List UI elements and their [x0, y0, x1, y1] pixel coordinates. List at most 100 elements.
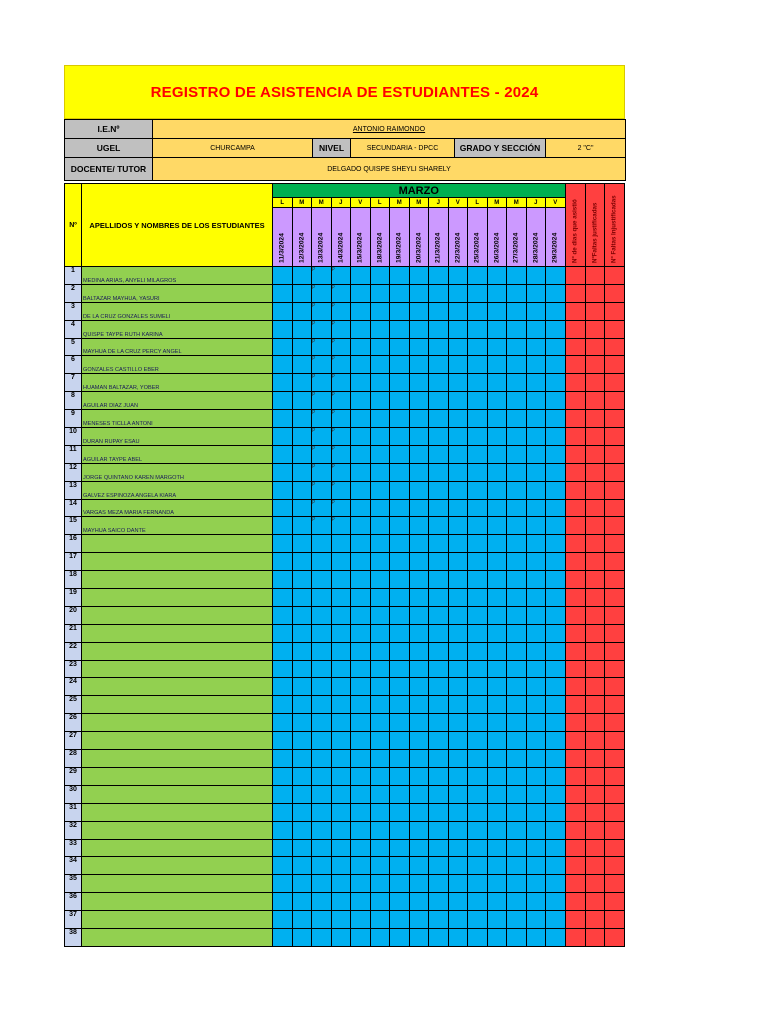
attendance-cell[interactable]	[506, 480, 527, 500]
attendance-cell[interactable]	[389, 319, 410, 339]
attendance-cell[interactable]	[291, 516, 312, 536]
attendance-cell[interactable]	[486, 892, 507, 912]
attendance-cell[interactable]	[369, 355, 390, 375]
attendance-cell[interactable]	[545, 552, 566, 572]
attendance-cell[interactable]	[330, 749, 351, 768]
attendance-cell[interactable]	[291, 337, 312, 357]
summary-cell[interactable]	[584, 784, 605, 804]
attendance-cell[interactable]	[506, 301, 527, 321]
summary-cell[interactable]	[603, 695, 625, 715]
summary-cell[interactable]	[603, 319, 625, 339]
attendance-cell[interactable]	[467, 802, 488, 822]
attendance-cell[interactable]	[311, 641, 332, 661]
attendance-cell[interactable]	[467, 480, 488, 500]
attendance-cell[interactable]	[545, 534, 566, 554]
attendance-cell[interactable]	[486, 373, 507, 393]
attendance-cell[interactable]	[291, 319, 312, 339]
summary-cell[interactable]	[564, 498, 586, 518]
attendance-cell[interactable]	[311, 588, 332, 607]
attendance-cell[interactable]: P	[311, 283, 332, 303]
attendance-cell[interactable]	[330, 677, 351, 697]
attendance-cell[interactable]: P	[311, 391, 332, 411]
attendance-cell[interactable]	[467, 534, 488, 554]
attendance-cell[interactable]	[486, 444, 507, 464]
summary-cell[interactable]	[603, 802, 625, 822]
attendance-cell[interactable]	[447, 427, 468, 446]
attendance-cell[interactable]	[447, 820, 468, 840]
attendance-cell[interactable]	[447, 552, 468, 572]
attendance-cell[interactable]	[291, 301, 312, 321]
attendance-cell[interactable]	[486, 570, 507, 590]
student-name[interactable]	[81, 623, 273, 643]
attendance-cell[interactable]	[545, 570, 566, 590]
attendance-cell[interactable]	[428, 552, 449, 572]
attendance-cell[interactable]: P	[330, 516, 351, 536]
attendance-cell[interactable]	[428, 713, 449, 733]
attendance-cell[interactable]	[486, 731, 507, 751]
attendance-cell[interactable]	[272, 713, 293, 733]
attendance-cell[interactable]	[545, 695, 566, 715]
attendance-cell[interactable]	[428, 749, 449, 768]
attendance-cell[interactable]	[408, 784, 429, 804]
attendance-cell[interactable]	[447, 802, 468, 822]
attendance-cell[interactable]	[408, 409, 429, 429]
attendance-cell[interactable]	[447, 838, 468, 858]
attendance-cell[interactable]	[408, 283, 429, 303]
attendance-cell[interactable]	[291, 266, 312, 285]
attendance-cell[interactable]	[486, 480, 507, 500]
attendance-cell[interactable]	[486, 355, 507, 375]
attendance-cell[interactable]	[272, 498, 293, 518]
attendance-cell[interactable]	[272, 659, 293, 679]
attendance-cell[interactable]	[408, 659, 429, 679]
attendance-cell[interactable]	[545, 266, 566, 285]
summary-cell[interactable]	[584, 605, 605, 625]
attendance-cell[interactable]	[389, 749, 410, 768]
attendance-cell[interactable]	[486, 498, 507, 518]
attendance-cell[interactable]	[291, 623, 312, 643]
attendance-cell[interactable]	[408, 480, 429, 500]
student-name[interactable]	[81, 749, 273, 768]
attendance-cell[interactable]	[272, 623, 293, 643]
summary-cell[interactable]	[564, 319, 586, 339]
attendance-cell[interactable]	[486, 391, 507, 411]
attendance-cell[interactable]	[545, 301, 566, 321]
attendance-cell[interactable]	[389, 516, 410, 536]
attendance-cell[interactable]	[447, 266, 468, 285]
attendance-cell[interactable]	[428, 927, 449, 947]
attendance-cell[interactable]	[311, 856, 332, 876]
attendance-cell[interactable]	[428, 534, 449, 554]
attendance-cell[interactable]	[408, 588, 429, 607]
attendance-cell[interactable]	[545, 641, 566, 661]
summary-cell[interactable]	[603, 552, 625, 572]
attendance-cell[interactable]	[428, 641, 449, 661]
attendance-cell[interactable]	[506, 749, 527, 768]
student-name[interactable]	[81, 838, 273, 858]
attendance-cell[interactable]	[447, 516, 468, 536]
attendance-cell[interactable]	[311, 784, 332, 804]
attendance-cell[interactable]	[467, 731, 488, 751]
attendance-cell[interactable]	[272, 409, 293, 429]
summary-cell[interactable]	[603, 462, 625, 482]
summary-cell[interactable]	[584, 659, 605, 679]
attendance-cell[interactable]	[389, 570, 410, 590]
attendance-cell[interactable]	[467, 462, 488, 482]
attendance-cell[interactable]	[525, 749, 546, 768]
attendance-cell[interactable]	[272, 874, 293, 894]
student-name[interactable]: AGUILAR TAYPE ABEL	[81, 444, 273, 464]
attendance-cell[interactable]	[291, 910, 312, 929]
attendance-cell[interactable]	[291, 695, 312, 715]
attendance-cell[interactable]	[350, 552, 371, 572]
summary-cell[interactable]	[603, 766, 625, 786]
attendance-cell[interactable]	[428, 301, 449, 321]
attendance-cell[interactable]	[369, 910, 390, 929]
attendance-cell[interactable]	[350, 427, 371, 446]
attendance-cell[interactable]	[389, 444, 410, 464]
attendance-cell[interactable]	[272, 266, 293, 285]
summary-cell[interactable]	[564, 283, 586, 303]
attendance-cell[interactable]	[467, 623, 488, 643]
attendance-cell[interactable]	[330, 695, 351, 715]
attendance-cell[interactable]	[389, 337, 410, 357]
attendance-cell[interactable]	[525, 552, 546, 572]
attendance-cell[interactable]	[272, 319, 293, 339]
student-name[interactable]: BALTAZAR MAYHUA, YASURI	[81, 283, 273, 303]
